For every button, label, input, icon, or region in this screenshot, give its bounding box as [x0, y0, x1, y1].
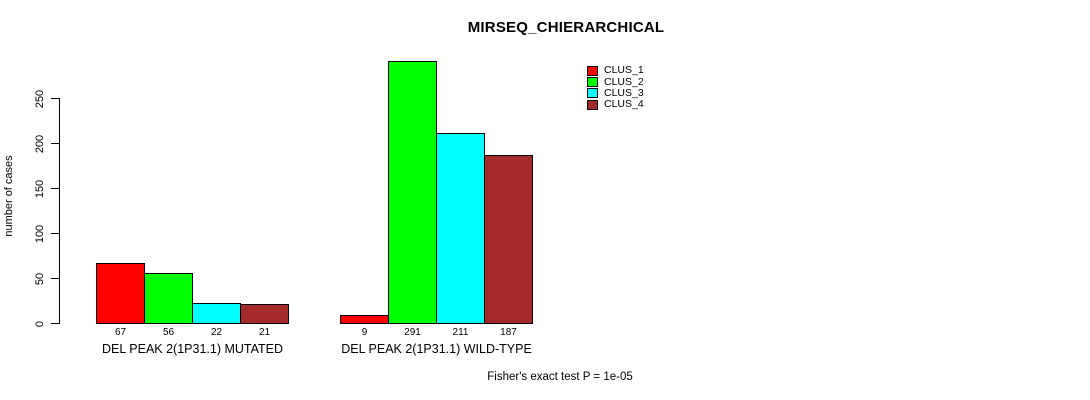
bar-value-label: 9: [361, 327, 368, 338]
y-tick-mark: [51, 233, 59, 234]
y-tick-mark: [51, 98, 59, 99]
bar-value-label: 291: [404, 327, 421, 338]
y-axis-line: [59, 98, 60, 324]
y-tick-label: 250: [34, 89, 46, 108]
y-tick-label: 50: [34, 272, 46, 285]
bar-clus_4-group1: [240, 304, 289, 324]
bar-value-label: 211: [452, 327, 469, 338]
legend-swatch-icon: [587, 76, 598, 87]
bar-value-label: 56: [162, 327, 175, 338]
bar-clus_3-group2: [436, 133, 485, 324]
legend-swatch-icon: [587, 88, 598, 99]
chart-title: MIRSEQ_CHIERARCHICAL: [467, 19, 665, 36]
y-tick-label: 0: [34, 320, 46, 327]
y-axis-label: number of cases: [3, 155, 15, 237]
bar-clus_3-group1: [192, 303, 241, 324]
legend-swatch-icon: [587, 65, 598, 76]
legend-label: CLUS_2: [604, 75, 644, 88]
legend-swatch-icon: [587, 99, 598, 110]
y-tick-mark: [51, 323, 59, 324]
y-tick-label: 150: [34, 179, 46, 198]
bar-clus_1-group1: [96, 263, 145, 324]
legend-label: CLUS_4: [604, 98, 644, 111]
y-tick-mark: [51, 188, 59, 189]
legend-item-clus_1: CLUS_1: [587, 65, 644, 76]
legend: CLUS_1 CLUS_2 CLUS_3 CLUS_4: [587, 65, 644, 110]
y-tick-label: 100: [34, 224, 46, 243]
bar-clus_4-group2: [484, 155, 533, 324]
y-tick-mark: [51, 278, 59, 279]
category-label: DEL PEAK 2(1P31.1) WILD-TYPE: [341, 342, 532, 356]
y-tick-label: 200: [34, 134, 46, 153]
bar-value-label: 187: [500, 327, 517, 338]
bar-clus_2-group2: [388, 61, 437, 324]
category-label: DEL PEAK 2(1P31.1) MUTATED: [101, 342, 284, 356]
bar-value-label: 21: [258, 327, 271, 338]
legend-item-clus_3: CLUS_3: [587, 88, 644, 99]
legend-item-clus_4: CLUS_4: [587, 99, 644, 110]
bar-clus_2-group1: [144, 273, 193, 324]
bar-value-label: 67: [114, 327, 127, 338]
bar-clus_1-group2: [340, 315, 389, 324]
legend-item-clus_2: CLUS_2: [587, 76, 644, 87]
bar-value-label: 22: [210, 327, 223, 338]
y-tick-mark: [51, 143, 59, 144]
legend-label: CLUS_3: [604, 86, 644, 99]
stat-annotation: Fisher's exact test P = 1e-05: [487, 371, 633, 383]
legend-label: CLUS_1: [604, 64, 644, 77]
